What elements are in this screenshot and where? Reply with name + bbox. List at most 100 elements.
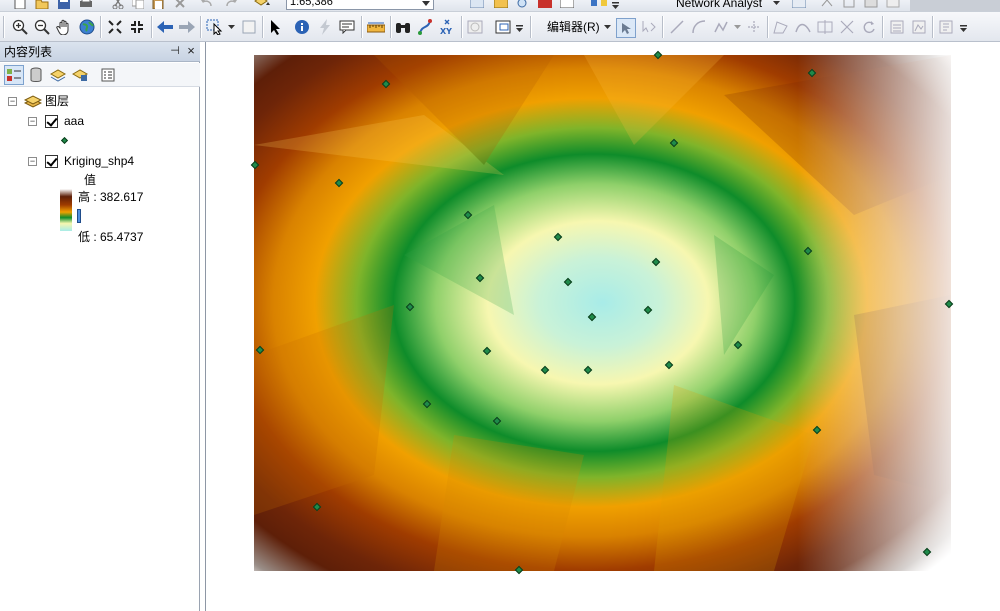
toc-options-icon[interactable] — [98, 65, 118, 85]
edit-annotation-icon[interactable] — [640, 18, 658, 36]
paste-icon[interactable] — [150, 0, 166, 10]
sample-point[interactable] — [583, 365, 593, 375]
na-create-network-location-icon[interactable] — [818, 0, 836, 10]
list-by-selection-icon[interactable] — [70, 65, 90, 85]
sketch-properties-icon[interactable] — [910, 18, 928, 36]
select-elements-arrow-icon[interactable] — [267, 18, 285, 36]
sample-point[interactable] — [482, 346, 492, 356]
sample-point[interactable] — [587, 312, 597, 322]
edit-tool-icon[interactable] — [616, 18, 636, 38]
sample-point[interactable] — [651, 257, 661, 267]
go-back-arrow-icon[interactable] — [156, 18, 174, 36]
trace-icon[interactable] — [712, 18, 730, 36]
arctoolbox-icon[interactable] — [536, 0, 554, 10]
measure-ruler-icon[interactable] — [366, 18, 386, 36]
list-by-drawing-order-icon[interactable] — [4, 65, 24, 85]
layer-aaa-visibility-checkbox[interactable] — [45, 115, 58, 128]
sample-point[interactable] — [553, 232, 563, 242]
zoom-in-icon[interactable] — [11, 18, 29, 36]
fixed-zoom-in-icon[interactable] — [106, 18, 124, 36]
endpoint-arc-icon[interactable] — [690, 18, 708, 36]
sample-point[interactable] — [381, 79, 391, 89]
layer-kriging-visibility-checkbox[interactable] — [45, 155, 58, 168]
layer-kriging-name[interactable]: Kriging_shp4 — [64, 154, 135, 168]
identify-icon[interactable] — [293, 18, 311, 36]
editor-menu[interactable]: 编辑器(R) — [547, 20, 600, 34]
edit-vertices-icon[interactable] — [772, 18, 790, 36]
rotate-tool-icon[interactable] — [860, 18, 878, 36]
cut-icon[interactable] — [110, 0, 126, 10]
sample-point[interactable] — [922, 547, 932, 557]
find-route-icon[interactable] — [416, 18, 434, 36]
sample-point[interactable] — [514, 565, 524, 575]
editor-toolbar-icon[interactable] — [468, 0, 486, 10]
network-analyst-menu[interactable]: Network Analyst — [676, 0, 763, 10]
sample-point[interactable] — [669, 138, 679, 148]
sample-point[interactable] — [563, 277, 573, 287]
add-data-icon[interactable] — [250, 0, 274, 10]
toolbar-options-icon[interactable] — [610, 0, 620, 11]
sample-point[interactable] — [540, 365, 550, 375]
sample-point[interactable] — [475, 273, 485, 283]
sample-point[interactable] — [664, 360, 674, 370]
print-icon[interactable] — [78, 0, 94, 10]
time-slider-icon[interactable] — [466, 18, 484, 36]
html-popup-icon[interactable] — [338, 18, 356, 36]
python-window-icon[interactable] — [558, 0, 576, 10]
split-tool-icon[interactable] — [838, 18, 856, 36]
sample-point[interactable] — [250, 160, 260, 170]
close-icon[interactable]: × — [187, 43, 195, 58]
select-dropdown-icon[interactable] — [226, 22, 236, 32]
sample-point[interactable] — [463, 210, 473, 220]
clear-selection-icon[interactable] — [240, 18, 258, 36]
full-extent-globe-icon[interactable] — [78, 18, 96, 36]
delete-icon[interactable] — [172, 0, 188, 10]
scale-dropdown-arrow-icon[interactable] — [420, 0, 432, 10]
reshape-feature-icon[interactable] — [794, 18, 812, 36]
na-solve-icon[interactable] — [862, 0, 880, 10]
sample-point[interactable] — [653, 50, 663, 60]
sample-point[interactable] — [643, 305, 653, 315]
editor-dropdown-icon[interactable] — [602, 22, 612, 32]
layer-aaa-name[interactable]: aaa — [64, 114, 85, 128]
catalog-icon[interactable] — [492, 0, 510, 10]
network-dataset-icon[interactable] — [790, 0, 808, 10]
sample-point[interactable] — [312, 502, 322, 512]
go-to-xy-icon[interactable]: XY — [438, 18, 458, 36]
sample-point[interactable] — [944, 299, 954, 309]
point-tool-icon[interactable] — [745, 18, 763, 36]
sample-point[interactable] — [812, 425, 822, 435]
save-icon[interactable] — [56, 0, 72, 10]
create-viewer-window-icon[interactable] — [493, 18, 513, 36]
sample-point[interactable] — [733, 340, 743, 350]
attributes-window-icon[interactable] — [888, 18, 906, 36]
list-by-visibility-icon[interactable] — [48, 65, 68, 85]
cut-polygons-icon[interactable] — [816, 18, 834, 36]
create-features-icon[interactable] — [937, 18, 955, 36]
undo-icon[interactable] — [196, 0, 216, 10]
sample-point[interactable] — [492, 416, 502, 426]
redo-icon[interactable] — [222, 0, 242, 10]
go-forward-arrow-icon[interactable] — [178, 18, 196, 36]
pin-icon[interactable]: ⊣ — [170, 45, 180, 57]
sample-point[interactable] — [255, 345, 265, 355]
fixed-zoom-out-icon[interactable] — [128, 18, 146, 36]
sample-point[interactable] — [405, 302, 415, 312]
straight-segment-icon[interactable] — [668, 18, 686, 36]
search-window-icon[interactable] — [514, 0, 532, 10]
sample-point[interactable] — [422, 399, 432, 409]
collapse-layer-kriging-button[interactable]: − — [28, 156, 37, 166]
map-scale-input[interactable]: 1:65,386 — [286, 0, 434, 10]
collapse-layers-button[interactable]: − — [8, 96, 17, 106]
editor-toolbar-overflow-icon[interactable] — [958, 22, 968, 36]
zoom-out-icon[interactable] — [33, 18, 51, 36]
pan-hand-icon[interactable] — [55, 18, 73, 36]
open-folder-icon[interactable] — [34, 0, 50, 10]
find-binoculars-icon[interactable] — [394, 18, 412, 36]
kriging-raster-surface[interactable] — [254, 55, 951, 571]
sample-point[interactable] — [334, 178, 344, 188]
toolbar-overflow-icon[interactable] — [514, 22, 524, 36]
new-document-icon[interactable] — [12, 0, 28, 10]
modelbuilder-icon[interactable] — [588, 0, 610, 10]
list-by-source-icon[interactable] — [26, 65, 46, 85]
